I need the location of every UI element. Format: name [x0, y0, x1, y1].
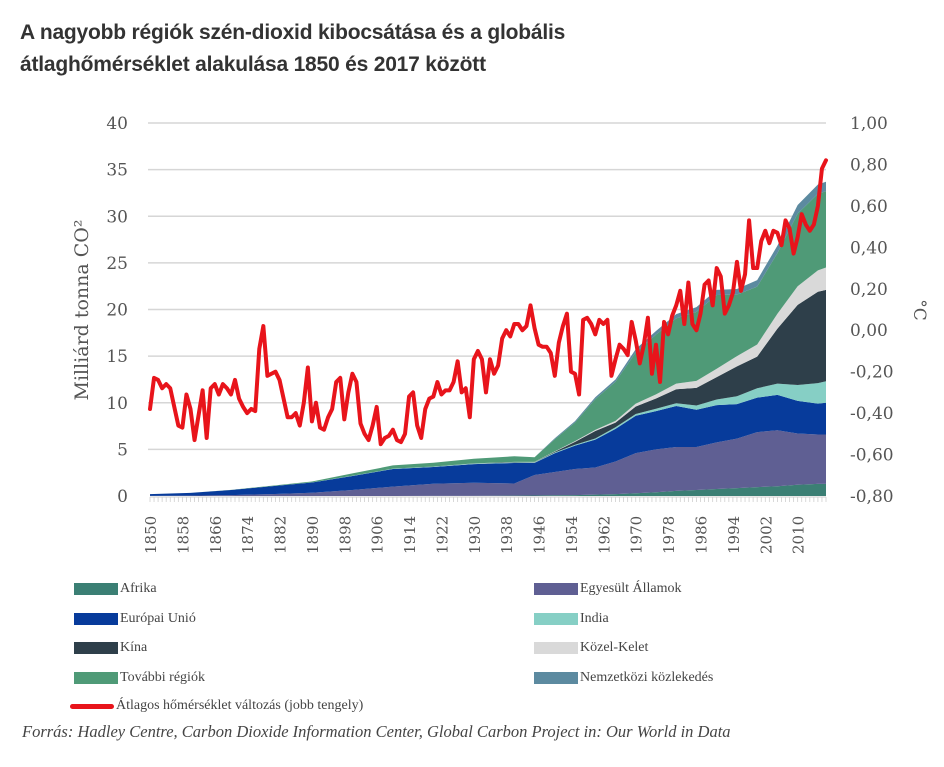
y-axis-label: Milliárd tonna CO²: [71, 219, 93, 400]
y2-tick-label: 0,80: [850, 155, 888, 175]
y2-tick-label: 0,00: [850, 321, 888, 341]
legend-item-kina: Kína: [74, 640, 147, 656]
legend-label-kozel-kelet: Közel-Kelet: [580, 640, 649, 655]
y-tick-label: 15: [106, 347, 128, 367]
legend-label-temperature: Átlagos hőmérséklet változás (jobb tenge…: [116, 698, 364, 713]
legend-label-kina: Kína: [120, 640, 148, 655]
x-tick-label: 1954: [563, 516, 581, 554]
legend-item-kozel-kelet: Közel-Kelet: [534, 640, 648, 656]
legend-swatch-egyesult-allamok: [534, 583, 578, 595]
y2-tick-label: -0,20: [850, 363, 894, 383]
area-kína: [150, 289, 826, 495]
legend-label-europai-unio: Európai Unió: [120, 611, 196, 626]
legend-swatch-nemzetkozi-kozlekedes: [534, 672, 578, 684]
legend-item-afrika: Afrika: [74, 581, 157, 597]
legend-swatch-india: [534, 613, 578, 625]
area-afrika: [150, 483, 826, 496]
temperature-line: [148, 158, 828, 447]
y2-tick-label: 0,20: [850, 280, 888, 300]
x-tick-label: 1962: [595, 516, 613, 554]
legend-item-europai-unio: Európai Unió: [74, 611, 196, 627]
area-egyesült-államok: [150, 430, 826, 496]
area-india: [150, 381, 826, 495]
y-tick-label: 40: [106, 114, 128, 134]
y-tick-label: 35: [106, 161, 128, 181]
title-line-2: átlaghőmérséklet alakulása 1850 és 2017 …: [20, 53, 486, 76]
legend-swatch-kina: [74, 642, 118, 654]
x-tick-label: 2002: [757, 516, 775, 554]
legend-swatch-kozel-kelet: [534, 642, 578, 654]
y2-tick-label: 1,00: [850, 114, 888, 134]
chart-svg: 0 5 10 15 20 25 30 35 40 -0,80 -0,60 -0,40 -0,20 0,0…: [71, 114, 929, 554]
legend-item-nemzetkozi-kozlekedes: Nemzetközi közlekedés: [534, 670, 713, 686]
legend-item-tovabbi-regiok: További régiók: [74, 670, 205, 686]
x-tick-label: 1850: [142, 516, 160, 554]
y-tick-label: 0: [117, 487, 128, 507]
y-tick-label: 30: [106, 207, 128, 227]
x-tick-label: 1890: [304, 516, 322, 554]
x-tick-label: 1874: [239, 516, 257, 554]
x-tick-label: 2010: [790, 516, 808, 554]
chart-title: A nagyobb régiók szén-dioxid kibocsátása…: [20, 17, 565, 81]
x-tick-label: 1882: [272, 516, 290, 554]
x-tick-label: 1866: [207, 516, 225, 554]
x-tick-label: 1858: [174, 516, 192, 554]
x-tick-label: 1898: [336, 516, 354, 554]
temperature-line-group: [148, 158, 828, 447]
x-tick-label: 1906: [369, 516, 387, 554]
legend-swatch-europai-unio: [74, 613, 118, 625]
stacked-areas: [150, 181, 826, 496]
legend-item-egyesult-allamok: Egyesült Államok: [534, 581, 682, 597]
y2-tick-label: 0,60: [850, 197, 888, 217]
x-tick-label: 1914: [401, 516, 419, 554]
y2-tick-label: -0,80: [850, 487, 894, 507]
title-line-1: A nagyobb régiók szén-dioxid kibocsátása…: [20, 21, 566, 44]
y-tick-label: 25: [106, 254, 128, 274]
x-tick-label: 1970: [628, 516, 646, 554]
area-európai-unió: [150, 394, 826, 496]
x-tick-label: 1994: [725, 516, 743, 554]
y2-axis-label: °C: [909, 299, 929, 321]
x-tick-label: 1922: [433, 516, 451, 554]
y2-tick-label: -0,60: [850, 446, 894, 466]
right-axis-ticks: -0,80 -0,60 -0,40 -0,20 0,00 0,20 0,40 0,60 0,80…: [850, 114, 894, 507]
x-tick-label: 1938: [498, 516, 516, 554]
legend-label-tovabbi-regiok: További régiók: [120, 670, 205, 685]
x-tick-label: 1978: [660, 516, 678, 554]
legend-swatch-tovabbi-regiok: [74, 672, 118, 684]
source-note: Forrás: Hadley Centre, Carbon Dioxide In…: [22, 722, 731, 741]
legend-item-india: India: [534, 611, 609, 627]
y-tick-label: 10: [106, 394, 128, 414]
legend-item-temperature: Átlagos hőmérséklet változás (jobb tenge…: [70, 698, 363, 714]
y2-tick-label: -0,40: [850, 404, 894, 424]
area-további-régiók: [150, 191, 826, 495]
x-tick-label: 1946: [531, 516, 549, 554]
x-axis-ticks: 1850 1858 1866 1874 1882 1890 1898 1906 1914 1922…: [142, 496, 827, 554]
legend-label-afrika: Afrika: [120, 581, 157, 596]
y-tick-label: 5: [117, 440, 128, 460]
legend-label-nemzetkozi-kozlekedes: Nemzetközi közlekedés: [580, 670, 714, 685]
legend-label-india: India: [580, 611, 609, 626]
left-axis-ticks: 0 5 10 15 20 25 30 35 40: [106, 114, 128, 507]
y2-tick-label: 0,40: [850, 238, 888, 258]
y-tick-label: 20: [106, 301, 128, 321]
x-tick-label: 1986: [693, 516, 711, 554]
x-tick-label: 1930: [466, 516, 484, 554]
legend-swatch-afrika: [74, 583, 118, 595]
legend-swatch-temperature: [70, 703, 114, 709]
legend-label-egyesult-allamok: Egyesült Államok: [580, 581, 682, 596]
